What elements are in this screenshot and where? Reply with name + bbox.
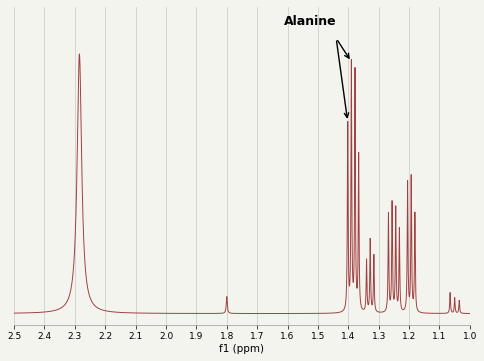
Text: Alanine: Alanine — [284, 15, 337, 28]
X-axis label: f1 (ppm): f1 (ppm) — [219, 344, 264, 354]
